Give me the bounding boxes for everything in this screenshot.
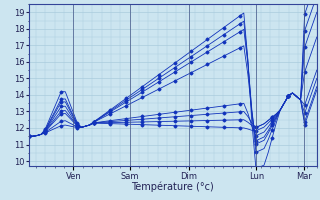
X-axis label: Température (°c): Température (°c)	[132, 182, 214, 192]
